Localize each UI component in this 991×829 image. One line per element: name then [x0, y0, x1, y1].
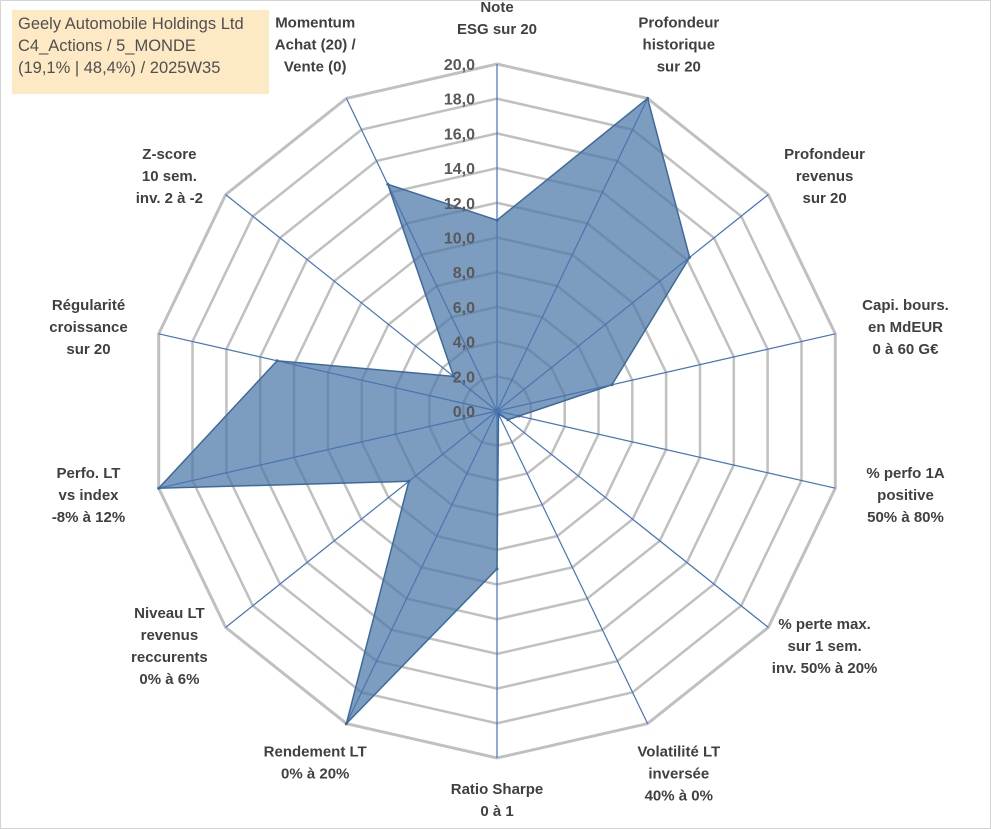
axis-label-line: Capi. bours. — [862, 297, 949, 314]
axis-label-line: inv. 50% à 20% — [772, 660, 878, 677]
axis-label: Perfo. LT vs index -8% à 12% — [52, 465, 125, 526]
axis-label: Profondeur historique sur 20 — [638, 14, 719, 75]
axis-label: Ratio Sharpe 0 à 1 — [451, 781, 544, 820]
axis-label-line: revenus — [796, 168, 854, 185]
axis-label-line: revenus — [141, 627, 199, 644]
axis-label-line: Perfo. LT — [57, 465, 121, 482]
axis-label: Momentum Achat (20) / Vente (0) — [275, 14, 357, 75]
series-point — [610, 383, 614, 387]
series-point — [157, 486, 161, 490]
axis-label: Z-score 10 sem. inv. 2 à -2 — [136, 146, 203, 207]
axis-label: % perfo 1A positive 50% à 80% — [866, 465, 945, 526]
tick-label: 20,0 — [444, 57, 475, 74]
axis-label-line: % perfo 1A — [866, 465, 945, 482]
axis-spoke — [496, 410, 649, 724]
axis-label-line: Ratio Sharpe — [451, 781, 544, 798]
axis-label-line: % perte max. — [778, 616, 871, 633]
series-point — [275, 359, 279, 363]
axis-spoke — [496, 410, 769, 628]
axis-label: Profondeur revenus sur 20 — [784, 146, 865, 207]
axis-label-line: 0 à 60 G€ — [873, 341, 940, 358]
axis-label-line: Vente (0) — [284, 58, 347, 75]
tick-label: 8,0 — [453, 265, 475, 282]
axis-spoke — [496, 410, 836, 489]
axis-spoke — [225, 194, 498, 412]
tick-layer: 0,0 2,0 4,0 6,0 8,0 10,0 12,0 14,0 16,0 18,0 20,0 — [444, 57, 475, 421]
axis-label: Rendement LT 0% à 20% — [264, 744, 367, 783]
series-point — [688, 255, 692, 259]
axis-label-line: sur 20 — [657, 58, 701, 75]
axis-label-line: inv. 2 à -2 — [136, 190, 203, 207]
axis-label-line: sur 1 sem. — [787, 638, 861, 655]
tick-label: 6,0 — [453, 300, 475, 317]
axis-label-line: Z-score — [142, 146, 196, 163]
tick-label: 10,0 — [444, 231, 475, 248]
category-path: C4_Actions / 5_MONDE — [18, 37, 196, 55]
axis-label-line: Niveau LT — [134, 605, 205, 622]
axis-label-line: ESG sur 20 — [457, 21, 537, 38]
series-layer — [156, 96, 692, 727]
axis-label-line: sur 20 — [66, 341, 110, 358]
tick-label: 2,0 — [453, 369, 475, 386]
axis-label-line: Rendement LT — [264, 744, 367, 761]
axis-label-line: positive — [877, 487, 934, 504]
axis-label-line: 40% à 0% — [645, 788, 713, 805]
axis-label-line: -8% à 12% — [52, 509, 125, 526]
tick-label: 12,0 — [444, 196, 475, 213]
tick-label: 16,0 — [444, 126, 475, 143]
axis-label: % perte max. sur 1 sem. inv. 50% à 20% — [772, 616, 878, 677]
axis-label-line: Régularité — [52, 297, 125, 314]
score-week: (19,1% | 48,4%) / 2025W35 — [18, 59, 221, 77]
axis-label-line: 0% à 20% — [281, 766, 349, 783]
axis-label-line: Profondeur — [638, 14, 719, 31]
axis-label-line: 50% à 80% — [867, 509, 944, 526]
series-point — [497, 412, 500, 416]
tick-label: 4,0 — [453, 335, 475, 352]
series-point — [407, 479, 411, 483]
axis-label-line: Profondeur — [784, 146, 865, 163]
axis-label-line: Note — [480, 0, 513, 16]
series-point — [495, 218, 499, 222]
axis-label-line: Momentum — [275, 14, 355, 31]
tick-label: 14,0 — [444, 161, 475, 178]
tick-label: 18,0 — [444, 92, 475, 109]
info-box: Geely Automobile Holdings Ltd C4_Actions… — [12, 10, 269, 94]
axis-label: Régularité croissance sur 20 — [49, 297, 127, 358]
axis-label: Niveau LT revenus reccurents 0% à 6% — [131, 605, 208, 688]
series-point — [506, 418, 510, 422]
axis-label-line: 0 à 1 — [480, 803, 513, 820]
axis-label: Capi. bours. en MdEUR 0 à 60 G€ — [862, 297, 949, 358]
label-layer: Note ESG sur 20 Profondeur historique sur 20… — [49, 0, 949, 820]
axis-label-line: sur 20 — [802, 190, 846, 207]
company-name: Geely Automobile Holdings Ltd — [18, 15, 244, 33]
axis-label-line: vs index — [58, 487, 119, 504]
axis-label-line: Achat (20) / — [275, 36, 357, 53]
axis-label-line: croissance — [49, 319, 127, 336]
axis-label-line: 0% à 6% — [139, 671, 199, 688]
series-point — [386, 182, 390, 186]
series-point — [646, 96, 650, 100]
axis-label: Note ESG sur 20 — [457, 0, 537, 38]
series-point — [344, 722, 348, 726]
series-point — [517, 414, 521, 418]
axis-label-line: inversée — [648, 766, 709, 783]
series-point — [495, 567, 499, 571]
tick-label: 0,0 — [453, 404, 475, 421]
axis-label-line: Volatilité LT — [637, 744, 720, 761]
axis-label-line: en MdEUR — [868, 319, 943, 336]
series-point — [452, 374, 456, 378]
axis-label: Volatilité LT inversée 40% à 0% — [637, 744, 720, 805]
axis-label-line: reccurents — [131, 649, 208, 666]
series-area — [156, 97, 691, 727]
axis-label-line: historique — [643, 36, 716, 53]
axis-label-line: 10 sem. — [142, 168, 197, 185]
